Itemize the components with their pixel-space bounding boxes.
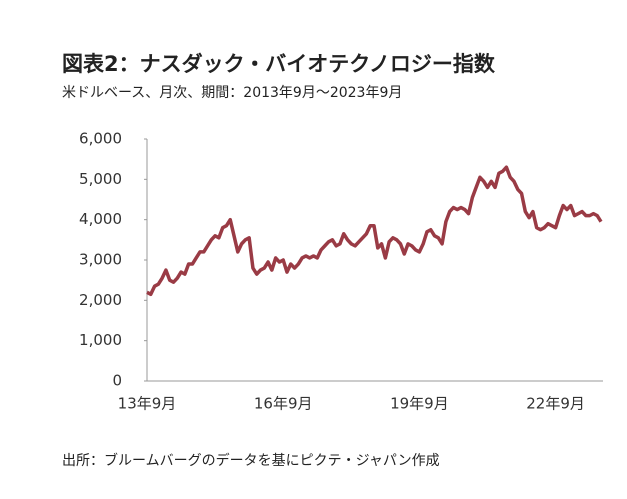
y-tick-label: 0 [112, 372, 122, 390]
y-tick-label: 5,000 [79, 170, 122, 188]
chart-subtitle: 米ドルベース、月次、期間：2013年9月～2023年9月 [62, 85, 402, 101]
y-tick-label: 3,000 [79, 251, 122, 269]
chart-title: 図表2：ナスダック・バイオテクノロジー指数 [62, 52, 496, 76]
y-tick-label: 1,000 [79, 331, 122, 349]
x-tick-label: 13年9月 [118, 395, 177, 413]
x-tick-label: 19年9月 [390, 395, 449, 413]
y-tick-label: 2,000 [79, 291, 122, 309]
data-line [146, 165, 603, 297]
y-tick-label: 6,000 [79, 130, 122, 148]
x-tick-label: 22年9月 [526, 395, 585, 413]
source-note: 出所：ブルームバーグのデータを基にピクテ・ジャパン作成 [62, 452, 440, 469]
y-tick-label: 4,000 [79, 210, 122, 228]
x-tick-label: 16年9月 [254, 395, 313, 413]
